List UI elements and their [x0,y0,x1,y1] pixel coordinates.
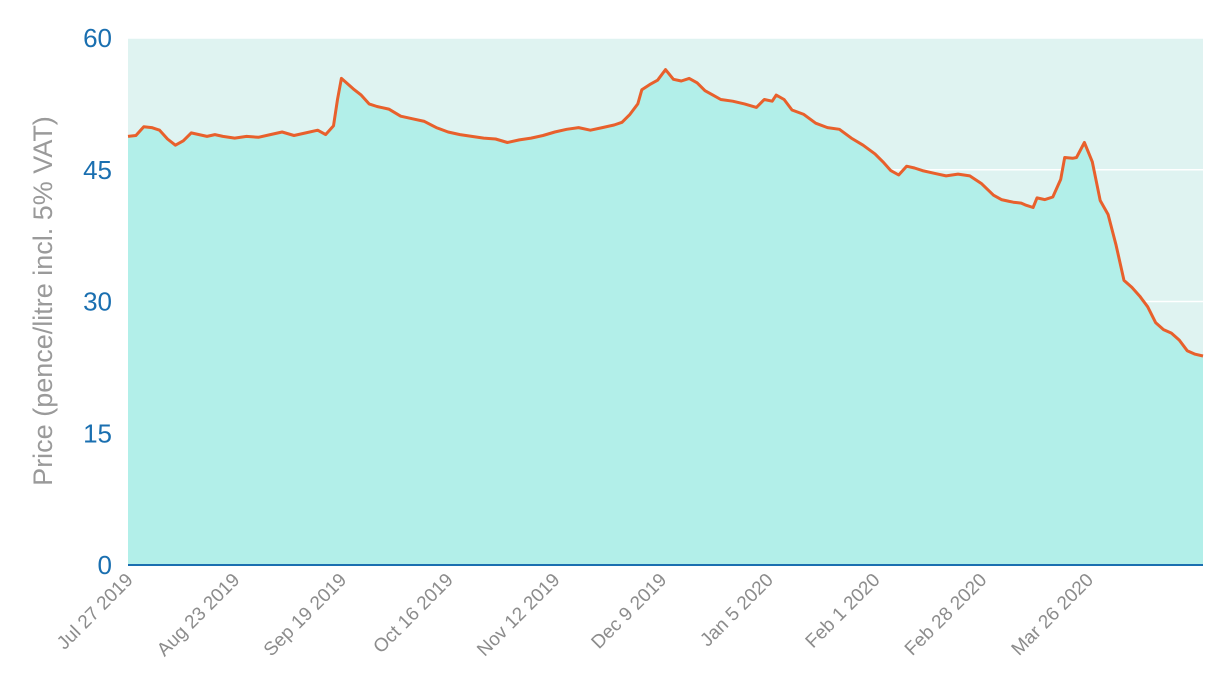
y-axis-label: Price (pence/litre incl. 5% VAT) [28,116,58,486]
y-tick-label: 0 [98,550,112,580]
x-tick-label: Dec 9 2019 [588,570,672,654]
x-tick-label: Feb 1 2020 [802,570,885,653]
x-tick-label: Nov 12 2019 [473,570,564,661]
y-tick-label: 30 [83,287,112,317]
y-tick-label: 45 [83,155,112,185]
x-tick-label: Mar 26 2020 [1008,570,1098,660]
y-axis-ticks: 0 15 30 45 60 [83,23,112,580]
x-tick-label: Jul 27 2019 [53,570,137,654]
x-tick-label: Aug 23 2019 [153,570,244,661]
x-tick-label: Sep 19 2019 [260,570,351,661]
x-tick-label: Oct 16 2019 [370,570,458,658]
x-tick-label: Jan 5 2020 [696,570,777,651]
x-tick-label: Feb 28 2020 [901,570,991,660]
x-axis-ticks: Jul 27 2019 Aug 23 2019 Sep 19 2019 Oct 16 … [53,570,1098,661]
price-area-fill [128,69,1203,565]
y-tick-label: 15 [83,418,112,448]
price-line [127,68,1204,358]
y-tick-label: 60 [83,23,112,53]
